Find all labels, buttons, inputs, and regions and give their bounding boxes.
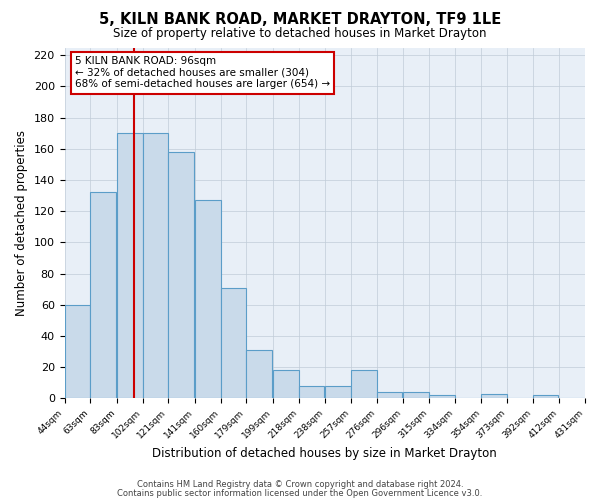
Bar: [377, 392, 402, 398]
Text: Contains HM Land Registry data © Crown copyright and database right 2024.: Contains HM Land Registry data © Crown c…: [137, 480, 463, 489]
Text: 5 KILN BANK ROAD: 96sqm
← 32% of detached houses are smaller (304)
68% of semi-d: 5 KILN BANK ROAD: 96sqm ← 32% of detache…: [75, 56, 330, 90]
Bar: [143, 133, 168, 398]
X-axis label: Distribution of detached houses by size in Market Drayton: Distribution of detached houses by size …: [152, 447, 497, 460]
Bar: [117, 133, 143, 398]
Bar: [273, 370, 299, 398]
Bar: [168, 152, 194, 398]
Bar: [481, 394, 507, 398]
Text: Size of property relative to detached houses in Market Drayton: Size of property relative to detached ho…: [113, 28, 487, 40]
Text: Contains public sector information licensed under the Open Government Licence v3: Contains public sector information licen…: [118, 488, 482, 498]
Bar: [403, 392, 429, 398]
Bar: [533, 395, 558, 398]
Y-axis label: Number of detached properties: Number of detached properties: [15, 130, 28, 316]
Bar: [325, 386, 351, 398]
Text: 5, KILN BANK ROAD, MARKET DRAYTON, TF9 1LE: 5, KILN BANK ROAD, MARKET DRAYTON, TF9 1…: [99, 12, 501, 28]
Bar: [299, 386, 324, 398]
Bar: [429, 395, 455, 398]
Bar: [246, 350, 272, 398]
Bar: [221, 288, 246, 398]
Bar: [90, 192, 116, 398]
Bar: [351, 370, 377, 398]
Bar: [195, 200, 221, 398]
Bar: [65, 304, 90, 398]
